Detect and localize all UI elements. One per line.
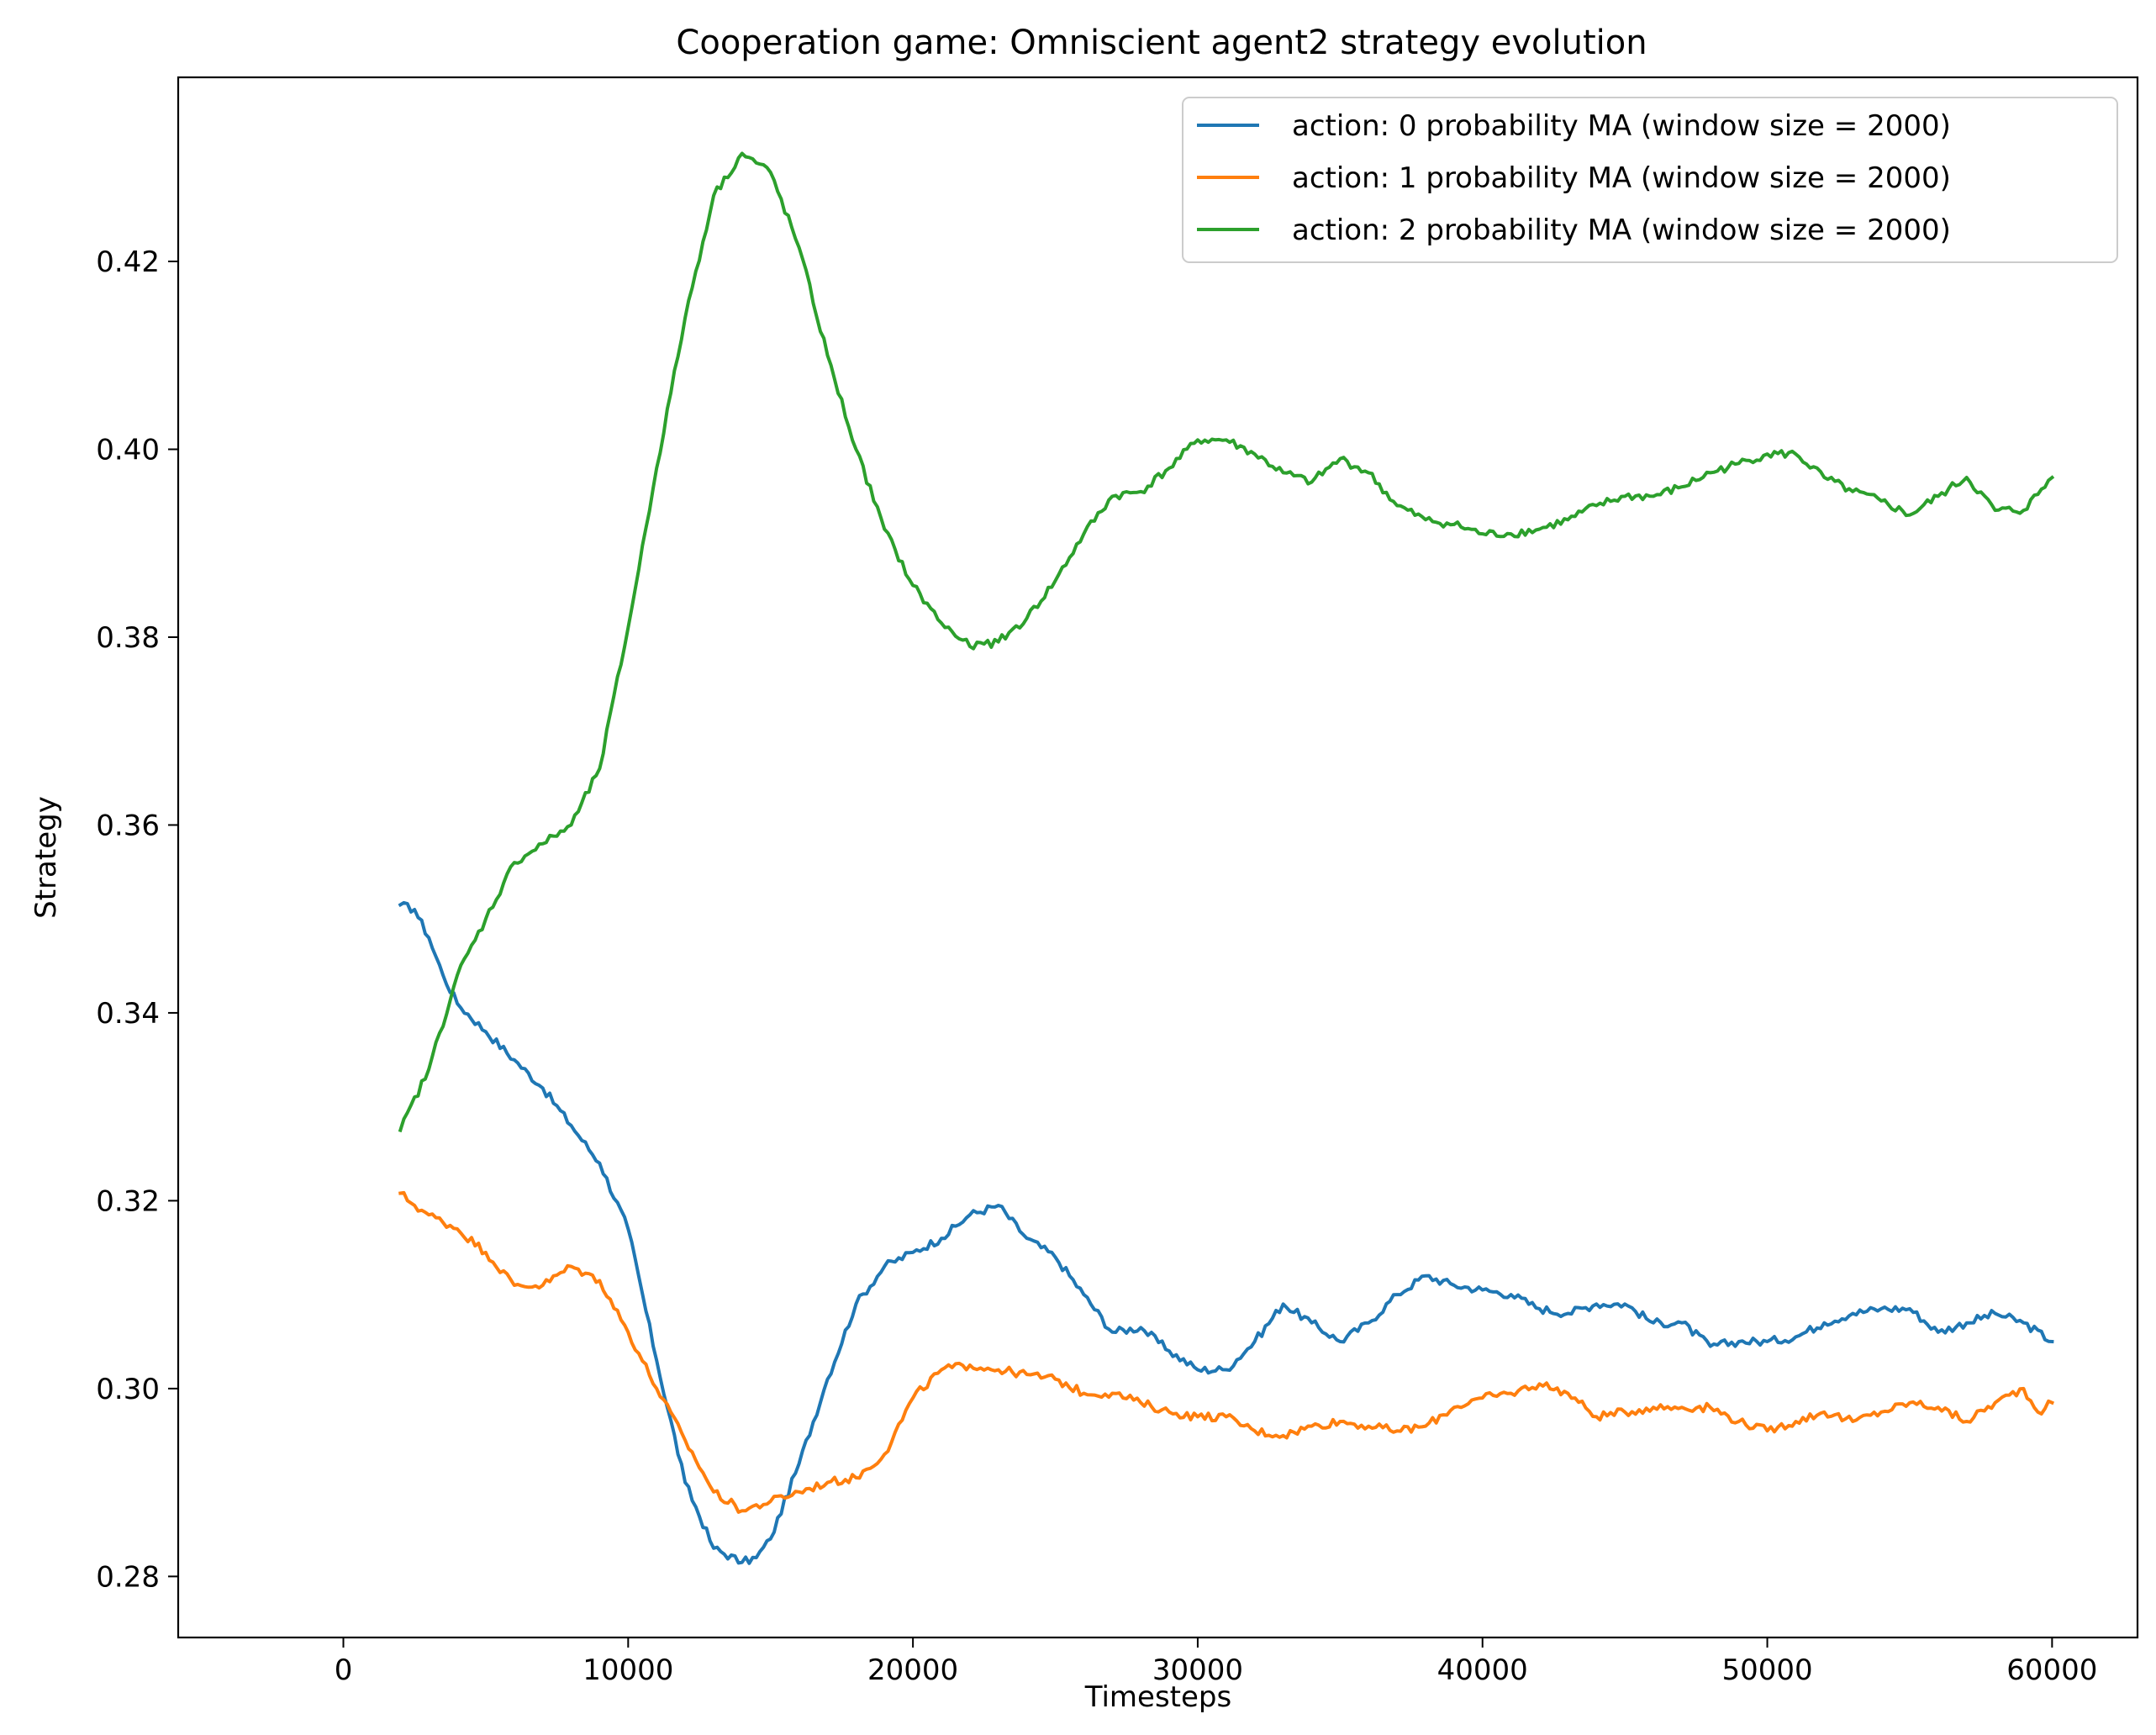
x-tick-label: 60000	[2006, 1653, 2097, 1687]
x-tick-label: 0	[335, 1653, 353, 1687]
x-tick-label: 20000	[867, 1653, 958, 1687]
y-tick-label: 0.28	[96, 1560, 160, 1594]
series-line-1	[398, 1190, 2055, 1514]
y-tick-label: 0.36	[96, 809, 160, 842]
legend-label: action: 1 probability MA (window size = …	[1292, 161, 1951, 195]
y-tick-label: 0.38	[96, 621, 160, 655]
x-tick-label: 40000	[1437, 1653, 1528, 1687]
y-tick-label: 0.42	[96, 245, 160, 279]
chart-title: Cooperation game: Omniscient agent2 stra…	[676, 24, 1647, 62]
x-axis-label: Timesteps	[1084, 1680, 1231, 1714]
x-axis-ticks: 0 10000 20000 30000 40000 50000 60000	[335, 1637, 2097, 1687]
y-tick-label: 0.40	[96, 433, 160, 467]
legend-label: action: 0 probability MA (window size = …	[1292, 109, 1951, 143]
legend-box	[1182, 97, 2118, 263]
y-axis-label: Strategy	[29, 796, 63, 919]
x-tick-label: 10000	[582, 1653, 673, 1687]
series-line-0	[398, 900, 2054, 1565]
legend-items: action: 0 probability MA (window size = …	[1197, 109, 1951, 247]
axes-frame	[177, 76, 2139, 1639]
x-tick-label: 30000	[1152, 1653, 1243, 1687]
series-layer	[398, 151, 2055, 1565]
y-tick-label: 0.34	[96, 997, 160, 1031]
x-tick-label: 50000	[1721, 1653, 1812, 1687]
y-tick-label: 0.32	[96, 1184, 160, 1218]
y-axis-ticks: 0.28 0.30 0.32 0.34 0.36 0.38 0.40 0.42	[96, 245, 178, 1594]
legend: action: 0 probability MA (window size = …	[1182, 97, 2118, 263]
series-line-2	[398, 151, 2055, 1133]
y-tick-label: 0.30	[96, 1373, 160, 1406]
legend-label: action: 2 probability MA (window size = …	[1292, 214, 1951, 247]
